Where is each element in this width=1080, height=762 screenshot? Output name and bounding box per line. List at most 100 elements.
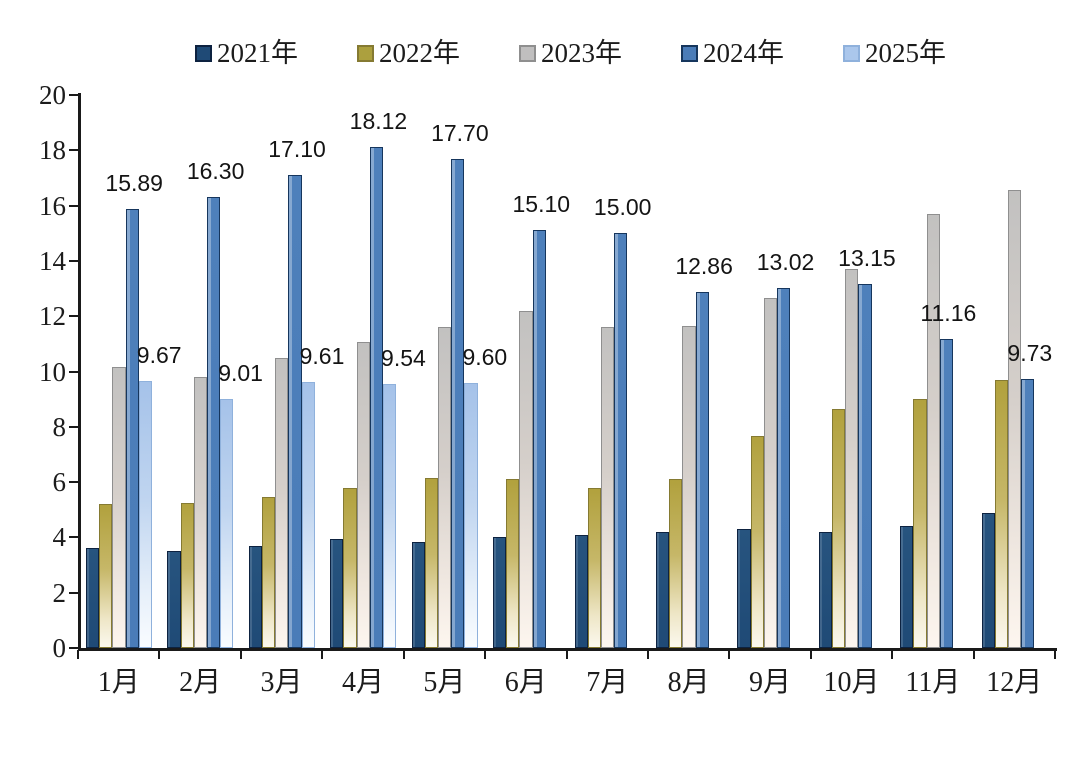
y-axis-tick	[69, 94, 78, 96]
y-axis-tick	[69, 425, 78, 428]
y-axis-tick-label: 16	[39, 190, 66, 221]
data-label-2025年-2月: 9.01	[218, 359, 263, 386]
bar-2021年-3月	[248, 545, 263, 648]
x-category-label: 3月	[260, 667, 303, 698]
x-category-label: 7月	[586, 667, 629, 698]
bar-2024年-9月	[776, 287, 791, 648]
bar-2021年-10月	[818, 531, 832, 648]
bar-2024年-11月	[939, 339, 953, 648]
bar-2022年-2月	[180, 502, 194, 648]
bar-2024年-12月	[1021, 378, 1035, 648]
bar-2023年-3月	[275, 357, 289, 648]
legend: 2021年 2022年 2023年 2024年 2025年	[195, 40, 946, 67]
bar-2023年-8月	[682, 325, 696, 648]
x-category-label: 8月	[667, 667, 710, 698]
bar-2024年-5月	[451, 158, 465, 648]
bar-2023年-5月	[438, 327, 452, 648]
bar-2021年-1月	[86, 548, 100, 648]
legend-swatch-2023年	[519, 45, 536, 62]
bar-2023年-10月	[845, 269, 859, 648]
bar-2023年-9月	[763, 298, 777, 648]
x-axis-tick	[646, 650, 649, 659]
data-label-2024年-1月: 15.89	[105, 169, 163, 196]
data-label-2025年-4月: 9.54	[381, 345, 426, 372]
bar-2025年-5月	[464, 382, 478, 648]
legend-item-2023年: 2023年	[519, 40, 622, 67]
bar-2023年-4月	[356, 342, 370, 648]
bar-2022年-4月	[343, 487, 357, 648]
x-axis-tick	[1054, 650, 1056, 659]
data-label-2024年-6月: 15.10	[512, 191, 571, 218]
x-axis-tick	[239, 650, 242, 659]
data-label-2024年-5月: 17.70	[431, 119, 489, 146]
x-category-label: 2月	[179, 667, 222, 698]
legend-label-2023年: 2023年	[541, 38, 622, 68]
legend-swatch-2022年	[357, 45, 374, 62]
bar-2023年-2月	[193, 377, 207, 648]
x-axis-tick	[891, 650, 894, 659]
y-axis-tick-label: 4	[52, 522, 67, 553]
data-label-2024年-12月: 9.73	[1007, 339, 1053, 366]
x-category-label: 12月	[986, 667, 1043, 698]
x-category-label: 10月	[823, 667, 880, 698]
bar-2022年-6月	[506, 479, 520, 648]
y-axis-tick	[69, 591, 78, 594]
x-category-label: 6月	[504, 667, 547, 698]
bar-2024年-7月	[614, 233, 628, 648]
bar-2021年-7月	[574, 534, 588, 648]
bar-2021年-8月	[655, 531, 670, 648]
y-axis-tick-label: 20	[39, 80, 66, 110]
data-label-2025年-3月: 9.61	[299, 343, 345, 370]
data-label-2025年-5月: 9.60	[462, 343, 508, 370]
bar-2024年-10月	[858, 284, 872, 648]
y-axis-tick-label: 12	[39, 301, 66, 332]
y-axis-tick	[69, 481, 78, 484]
x-category-label: 4月	[341, 667, 384, 698]
legend-swatch-2024年	[681, 45, 698, 62]
y-axis-tick	[69, 259, 78, 262]
bar-2022年-7月	[587, 487, 601, 648]
bar-2024年-6月	[532, 230, 546, 648]
data-label-2024年-11月: 11.16	[920, 300, 977, 327]
y-axis-tick-label: 10	[39, 356, 66, 387]
data-label-2024年-9月: 13.02	[756, 248, 815, 275]
legend-swatch-2021年	[195, 45, 212, 62]
bar-2022年-10月	[831, 408, 846, 648]
bar-2021年-4月	[330, 538, 344, 648]
data-label-2024年-3月: 17.10	[268, 136, 326, 163]
x-category-label: 11月	[905, 667, 961, 698]
bar-2025年-1月	[138, 380, 152, 648]
y-axis-line	[78, 93, 81, 650]
x-axis-tick	[402, 650, 405, 659]
bar-2021年-5月	[411, 541, 425, 648]
x-axis-tick	[728, 650, 731, 659]
bar-2024年-4月	[369, 146, 384, 648]
bar-2022年-3月	[262, 497, 276, 648]
bar-2021年-2月	[167, 551, 181, 648]
bar-2022年-5月	[424, 477, 439, 648]
y-axis-tick-label: 8	[52, 411, 67, 442]
y-axis-tick	[69, 370, 78, 373]
x-category-label: 9月	[749, 667, 792, 698]
y-axis-tick	[69, 647, 78, 649]
bar-2025年-2月	[220, 398, 234, 648]
bar-2024年-2月	[207, 197, 221, 648]
bar-2023年-11月	[926, 213, 940, 648]
bar-2024年-1月	[125, 208, 139, 648]
bar-2022年-12月	[994, 379, 1008, 648]
data-label-2024年-10月: 13.15	[838, 245, 896, 272]
x-category-label: 1月	[97, 667, 140, 698]
legend-item-2022年: 2022年	[357, 40, 460, 67]
x-category-label: 5月	[423, 667, 466, 698]
bar-2024年-3月	[288, 175, 302, 648]
y-axis-tick-label: 14	[39, 245, 66, 276]
data-label-2024年-4月: 18.12	[349, 107, 408, 134]
x-axis-tick	[972, 650, 975, 659]
bar-2025年-4月	[383, 384, 397, 648]
data-label-2024年-2月: 16.30	[186, 158, 245, 185]
data-label-2024年-7月: 15.00	[593, 194, 652, 221]
bar-2022年-8月	[669, 479, 683, 648]
bar-2024年-8月	[695, 292, 709, 648]
